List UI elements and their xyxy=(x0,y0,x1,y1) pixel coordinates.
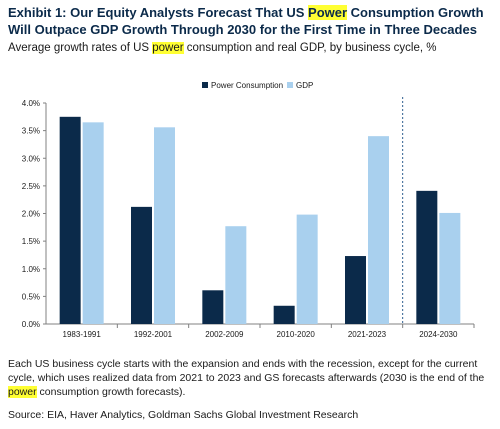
bar-gdp xyxy=(82,122,104,325)
footnote-text-2: consumption growth forecasts). xyxy=(36,386,186,398)
x-tick-label: 2002-2009 xyxy=(205,330,244,339)
bar-power xyxy=(416,190,438,324)
x-tick-label: 2010-2020 xyxy=(277,330,316,339)
title-text-2: Consumption Growth Will Outpace GDP Grow… xyxy=(8,5,484,37)
x-tick-label: 2021-2023 xyxy=(348,330,387,339)
y-tick-label: 2.5% xyxy=(22,182,40,191)
x-tick-label: 1992-2001 xyxy=(134,330,173,339)
title-text-1: Exhibit 1: Our Equity Analysts Forecast … xyxy=(8,5,309,20)
legend-label: Power Consumption xyxy=(211,81,283,90)
subtitle-text-2: consumption and real GDP, by business cy… xyxy=(183,42,437,54)
bar-power xyxy=(59,116,81,324)
bar-gdp xyxy=(368,136,389,324)
bar-gdp xyxy=(225,226,247,324)
bar-gdp xyxy=(439,212,461,324)
title-highlight: Power xyxy=(308,5,348,20)
footnote-highlight: power xyxy=(8,386,37,398)
x-tick-label: 1983-1991 xyxy=(63,330,102,339)
subtitle-text-1: Average growth rates of US xyxy=(8,42,153,54)
footnote-text-1: Each US business cycle starts with the e… xyxy=(8,358,485,384)
y-tick-label: 0.0% xyxy=(22,320,40,329)
bar-power xyxy=(131,206,152,324)
legend-label: GDP xyxy=(296,81,313,90)
y-tick-label: 3.0% xyxy=(22,154,40,163)
bar-chart: Power Consumption GDP 0.0% 0.5% 1.0% 1.5% 2.0%… xyxy=(22,81,475,339)
source-note: Source: EIA, Haver Analytics, Goldman Sa… xyxy=(8,409,359,421)
chart-title: Exhibit 1: Our Equity Analysts Forecast … xyxy=(8,4,494,38)
x-tick-label: 2024-2030 xyxy=(419,330,458,339)
y-tick-label: 2.0% xyxy=(22,210,40,219)
y-tick-label: 3.5% xyxy=(22,127,40,136)
bar-power xyxy=(273,305,295,324)
footnote: Each US business cycle starts with the e… xyxy=(8,357,494,399)
bar-gdp xyxy=(296,214,318,324)
y-tick-label: 1.0% xyxy=(22,265,40,274)
y-tick-label: 4.0% xyxy=(22,99,40,108)
bar-gdp xyxy=(154,127,175,324)
y-tick-label: 0.5% xyxy=(22,292,40,301)
legend-swatch xyxy=(202,82,208,88)
y-tick-label: 1.5% xyxy=(22,237,40,246)
bar-power xyxy=(202,290,224,324)
subtitle-highlight: power xyxy=(152,42,184,54)
bar-power xyxy=(345,256,366,324)
legend-swatch xyxy=(287,82,293,88)
chart-subtitle: Average growth rates of US power consump… xyxy=(8,41,494,56)
